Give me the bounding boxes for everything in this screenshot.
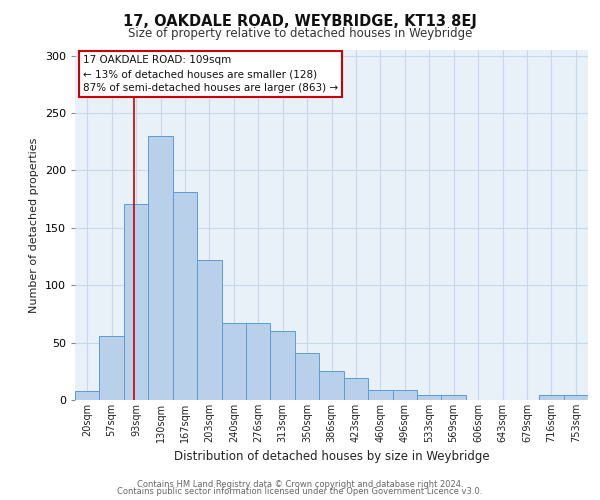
Y-axis label: Number of detached properties: Number of detached properties — [29, 138, 39, 312]
Text: 17 OAKDALE ROAD: 109sqm
← 13% of detached houses are smaller (128)
87% of semi-d: 17 OAKDALE ROAD: 109sqm ← 13% of detache… — [83, 56, 338, 94]
Bar — [75, 391, 100, 400]
Bar — [100, 336, 124, 400]
Bar — [442, 396, 466, 400]
Bar — [344, 378, 368, 400]
Bar — [417, 396, 442, 400]
Bar — [148, 136, 173, 400]
Bar — [246, 323, 271, 400]
X-axis label: Distribution of detached houses by size in Weybridge: Distribution of detached houses by size … — [173, 450, 490, 464]
Bar — [319, 372, 344, 400]
Bar — [539, 396, 563, 400]
Text: Contains HM Land Registry data © Crown copyright and database right 2024.: Contains HM Land Registry data © Crown c… — [137, 480, 463, 489]
Bar — [124, 204, 148, 400]
Bar — [368, 390, 392, 400]
Bar — [392, 390, 417, 400]
Bar — [295, 353, 319, 400]
Bar — [271, 331, 295, 400]
Text: Size of property relative to detached houses in Weybridge: Size of property relative to detached ho… — [128, 28, 472, 40]
Bar — [197, 260, 221, 400]
Bar — [563, 396, 588, 400]
Bar — [221, 323, 246, 400]
Bar — [173, 192, 197, 400]
Text: 17, OAKDALE ROAD, WEYBRIDGE, KT13 8EJ: 17, OAKDALE ROAD, WEYBRIDGE, KT13 8EJ — [123, 14, 477, 29]
Text: Contains public sector information licensed under the Open Government Licence v3: Contains public sector information licen… — [118, 487, 482, 496]
